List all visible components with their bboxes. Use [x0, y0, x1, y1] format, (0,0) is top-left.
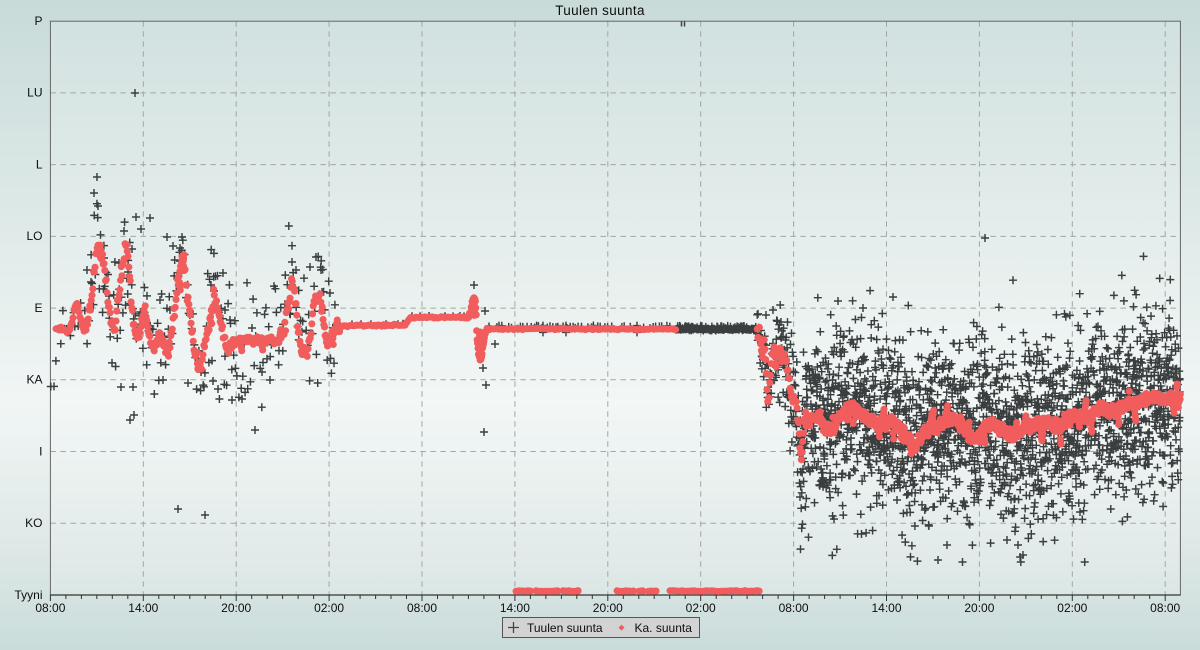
svg-text:14:00: 14:00 [128, 601, 158, 615]
svg-text:L: L [36, 157, 43, 171]
svg-text:02:00: 02:00 [1057, 601, 1087, 615]
svg-text:LU: LU [27, 86, 42, 100]
svg-text:02:00: 02:00 [686, 601, 716, 615]
svg-text:20:00: 20:00 [964, 601, 994, 615]
svg-text:Tuulen suunta: Tuulen suunta [555, 3, 645, 18]
svg-text:KO: KO [25, 516, 42, 530]
svg-text:I: I [39, 444, 42, 458]
svg-text:14:00: 14:00 [871, 601, 901, 615]
svg-text:08:00: 08:00 [779, 601, 809, 615]
svg-text:20:00: 20:00 [221, 601, 251, 615]
svg-text:20:00: 20:00 [593, 601, 623, 615]
svg-text:KA: KA [26, 373, 42, 387]
svg-text:LO: LO [26, 229, 42, 243]
svg-text:08:00: 08:00 [1150, 601, 1180, 615]
svg-text:02:00: 02:00 [314, 601, 344, 615]
svg-text:Ka. suunta: Ka. suunta [635, 621, 693, 635]
svg-text:P: P [34, 14, 42, 28]
svg-text:08:00: 08:00 [407, 601, 437, 615]
svg-text:08:00: 08:00 [35, 601, 65, 615]
svg-text:Tyyni: Tyyni [14, 588, 42, 602]
svg-text:14:00: 14:00 [500, 601, 530, 615]
svg-text:E: E [34, 301, 42, 315]
svg-text:Tuulen suunta: Tuulen suunta [527, 621, 603, 635]
